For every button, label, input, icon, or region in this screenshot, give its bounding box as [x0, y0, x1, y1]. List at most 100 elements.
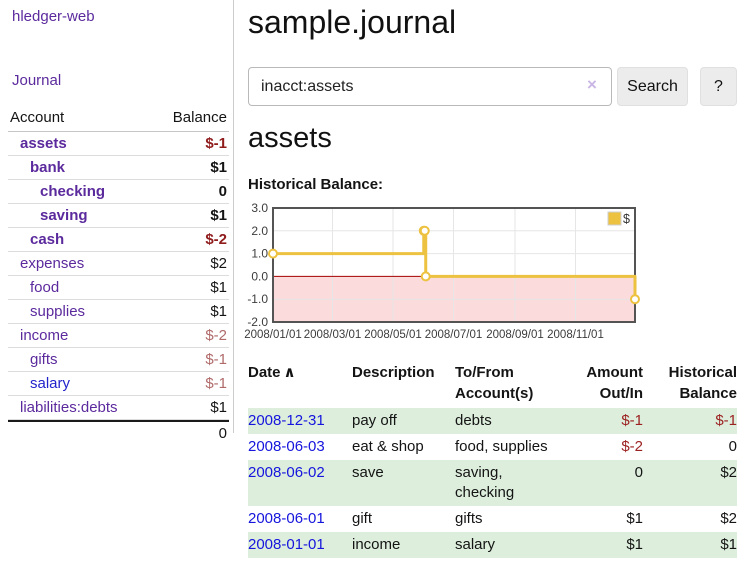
main-content: sample.journal × Search ? assets Histori…	[244, 0, 737, 582]
transaction-balance: 0	[728, 438, 737, 455]
transaction-amount: $-1	[621, 412, 643, 429]
chart-title: Historical Balance:	[248, 176, 384, 193]
sidebar-account-link[interactable]: income	[20, 327, 69, 344]
transaction-accounts: gifts	[455, 510, 483, 527]
account-row: expenses $2	[8, 252, 229, 276]
account-balance: $-2	[205, 327, 227, 344]
y-tick-label: 0.0	[251, 269, 268, 283]
y-tick-label: 2.0	[251, 224, 268, 238]
account-row: checking 0	[8, 180, 229, 204]
chart-container: $3.0 2.0 1.0 0.0 -1.0 -2.0 2008/01/01 2008/03/0…	[244, 201, 668, 348]
column-header-date[interactable]: Date ∧	[248, 362, 352, 404]
register-row: 2008-12-31 pay off debts $-1 $-1	[248, 408, 737, 434]
transaction-balance: $-1	[715, 412, 737, 429]
transaction-date-link[interactable]: 2008-01-01	[248, 536, 325, 553]
register-table: Date ∧ Description To/From Account(s) Amo…	[248, 360, 737, 558]
account-balance: $1	[210, 399, 227, 416]
account-balance: $-1	[205, 351, 227, 368]
date-header-label: Date	[248, 364, 281, 381]
x-tick-label: 2008/05/01	[364, 329, 422, 341]
date-cell: 2008-06-01	[248, 509, 352, 529]
data-point	[268, 248, 278, 259]
date-cell: 2008-06-03	[248, 437, 352, 457]
account-heading: assets	[248, 122, 332, 154]
sidebar-divider	[233, 0, 234, 433]
sidebar-account-link[interactable]: bank	[30, 159, 66, 176]
account-row: assets $-1	[8, 132, 229, 156]
legend-label: $	[623, 212, 630, 226]
transaction-accounts: saving, checking	[455, 464, 515, 501]
data-point	[630, 294, 640, 305]
sidebar-account-link[interactable]: cash	[30, 231, 65, 248]
transaction-balance: $2	[720, 464, 737, 481]
account-row: income $-2	[8, 324, 229, 348]
transaction-description: gift	[352, 510, 373, 527]
column-header-description: Description	[352, 364, 435, 381]
y-tick-label: 1.0	[251, 247, 268, 261]
app-brand-link[interactable]: hledger-web	[12, 8, 95, 25]
sidebar-account-link[interactable]: food	[30, 279, 60, 296]
legend-swatch	[607, 211, 622, 226]
date-cell: 2008-01-01	[248, 535, 352, 555]
sidebar-account-link[interactable]: gifts	[30, 351, 58, 368]
transaction-description: eat & shop	[352, 438, 424, 455]
transaction-accounts: salary	[455, 536, 496, 553]
sidebar-account-link[interactable]: supplies	[30, 303, 86, 320]
account-row: food $1	[8, 276, 229, 300]
account-balance: $1	[210, 159, 227, 176]
transaction-date-link[interactable]: 2008-06-02	[248, 464, 325, 481]
sidebar-account-link[interactable]: saving	[40, 207, 88, 224]
account-row: gifts $-1	[8, 348, 229, 372]
accounts-table: Account Balance assets $-1 bank $1 checking 0…	[8, 105, 229, 445]
account-row: saving $1	[8, 204, 229, 228]
x-tick-label: 2008/01/01	[244, 329, 302, 341]
transaction-balance: $1	[720, 536, 737, 553]
account-balance: $-2	[205, 231, 227, 248]
account-row: salary $-1	[8, 372, 229, 396]
transaction-amount: $1	[626, 510, 643, 527]
accounts-table-header: Account Balance	[8, 105, 229, 132]
transaction-date-link[interactable]: 2008-12-31	[248, 412, 325, 429]
x-tick-label: 2008/11/01	[547, 329, 604, 341]
search-button[interactable]: Search	[617, 67, 688, 106]
account-row: supplies $1	[8, 300, 229, 324]
sidebar-account-link[interactable]: assets	[20, 135, 67, 152]
account-balance: $2	[210, 255, 227, 272]
transaction-amount: 0	[634, 464, 643, 481]
sidebar-account-link[interactable]: expenses	[20, 255, 85, 272]
x-tick-label: 2008/03/01	[304, 329, 362, 341]
sidebar: hledger-web Journal Account Balance asse…	[0, 0, 233, 445]
date-cell: 2008-06-02	[248, 463, 352, 503]
help-button[interactable]: ?	[700, 67, 737, 106]
sort-ascending-icon: ∧	[283, 364, 296, 381]
data-point	[419, 225, 430, 236]
transaction-date-link[interactable]: 2008-06-03	[248, 438, 325, 455]
account-balance: $1	[210, 303, 227, 320]
transaction-description: pay off	[352, 412, 397, 429]
register-row: 2008-06-01 gift gifts $1 $2	[248, 506, 737, 532]
transaction-description: income	[352, 536, 401, 553]
column-header-accounts: To/From Account(s)	[455, 364, 534, 402]
y-tick-label: -2.0	[247, 315, 268, 329]
transaction-accounts: food, supplies	[455, 438, 548, 455]
y-tick-label: 3.0	[251, 201, 268, 215]
sidebar-account-link[interactable]: liabilities:debts	[20, 399, 118, 416]
account-column-header: Account	[10, 109, 65, 126]
register-header: Date ∧ Description To/From Account(s) Amo…	[248, 360, 737, 408]
account-row: bank $1	[8, 156, 229, 180]
sidebar-account-link[interactable]: checking	[40, 183, 106, 200]
transaction-date-link[interactable]: 2008-06-01	[248, 510, 325, 527]
accounts-total: 0	[8, 420, 229, 445]
clear-search-icon[interactable]: ×	[587, 75, 597, 94]
transaction-description: save	[352, 464, 384, 481]
account-tree: assets $-1 bank $1 checking 0 saving $1 cash $-2 e…	[8, 132, 229, 420]
sidebar-account-link[interactable]: salary	[30, 375, 71, 392]
account-balance: $-1	[205, 375, 227, 392]
search-form: × Search ?	[248, 67, 737, 106]
x-tick-label: 2008/07/01	[425, 329, 483, 341]
sidebar-item-journal[interactable]: Journal	[12, 72, 62, 89]
search-input[interactable]	[248, 67, 612, 106]
account-balance: $1	[210, 207, 227, 224]
transaction-accounts: debts	[455, 412, 492, 429]
